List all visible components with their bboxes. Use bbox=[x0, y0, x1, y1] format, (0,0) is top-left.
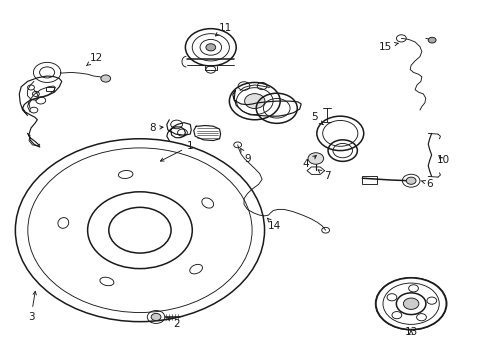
Text: 8: 8 bbox=[149, 123, 163, 133]
Circle shape bbox=[206, 44, 216, 51]
Text: 2: 2 bbox=[168, 318, 180, 329]
Text: 7: 7 bbox=[318, 170, 330, 181]
Bar bbox=[46, 87, 54, 91]
Circle shape bbox=[428, 37, 436, 43]
Bar bbox=[362, 176, 377, 184]
Circle shape bbox=[151, 314, 161, 320]
Circle shape bbox=[308, 153, 324, 164]
Circle shape bbox=[245, 94, 265, 109]
Circle shape bbox=[406, 177, 416, 184]
Text: 1: 1 bbox=[160, 141, 194, 161]
Text: 15: 15 bbox=[379, 42, 398, 51]
Circle shape bbox=[101, 75, 111, 82]
Text: 11: 11 bbox=[216, 23, 232, 36]
Text: 12: 12 bbox=[87, 53, 102, 66]
Text: 6: 6 bbox=[421, 179, 433, 189]
Text: 5: 5 bbox=[312, 112, 323, 125]
Text: 13: 13 bbox=[405, 327, 418, 337]
Text: 10: 10 bbox=[436, 155, 449, 165]
Text: 3: 3 bbox=[27, 291, 36, 322]
Text: 9: 9 bbox=[241, 149, 251, 164]
Circle shape bbox=[403, 298, 419, 309]
Text: 14: 14 bbox=[268, 218, 281, 231]
Text: 4: 4 bbox=[303, 156, 317, 169]
